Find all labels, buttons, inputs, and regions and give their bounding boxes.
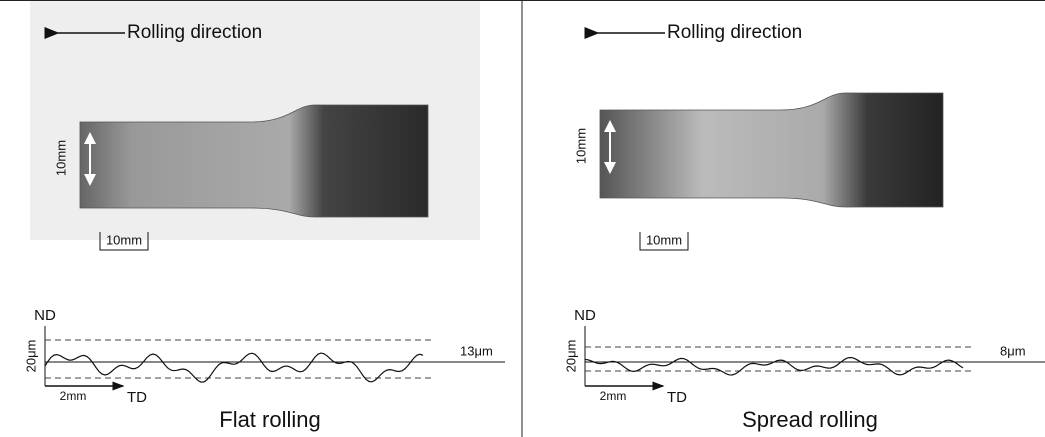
figure: Rolling direction 10mm 10mm ND TD 2mm 20μm 13μm… xyxy=(0,0,1045,437)
td-label: TD xyxy=(127,389,147,406)
panel: Rolling direction 10mm 10mm ND TD 2mm 20μm 8μm S… xyxy=(563,22,1045,432)
roughness-label: 8μm xyxy=(1000,343,1026,358)
direction-label: Rolling direction xyxy=(667,22,802,43)
roughness-label: 13μm xyxy=(460,343,493,358)
td-label: TD xyxy=(667,389,687,406)
nd-label: ND xyxy=(34,307,56,324)
caption: Spread rolling xyxy=(742,407,878,432)
specimen xyxy=(80,105,428,217)
specimen xyxy=(600,93,943,207)
nd-label: ND xyxy=(574,307,596,324)
height-label: 20μm xyxy=(563,340,578,373)
height-label: 20μm xyxy=(23,340,38,373)
width-label: 10mm xyxy=(573,128,588,164)
caption: Flat rolling xyxy=(219,407,320,432)
td-scale-label: 2mm xyxy=(60,389,87,403)
width-label: 10mm xyxy=(53,140,68,176)
roughness-profile xyxy=(585,358,963,375)
td-scale-label: 2mm xyxy=(600,389,627,403)
scale-label: 10mm xyxy=(106,232,142,247)
scale-label: 10mm xyxy=(646,232,682,247)
direction-label: Rolling direction xyxy=(127,22,262,43)
